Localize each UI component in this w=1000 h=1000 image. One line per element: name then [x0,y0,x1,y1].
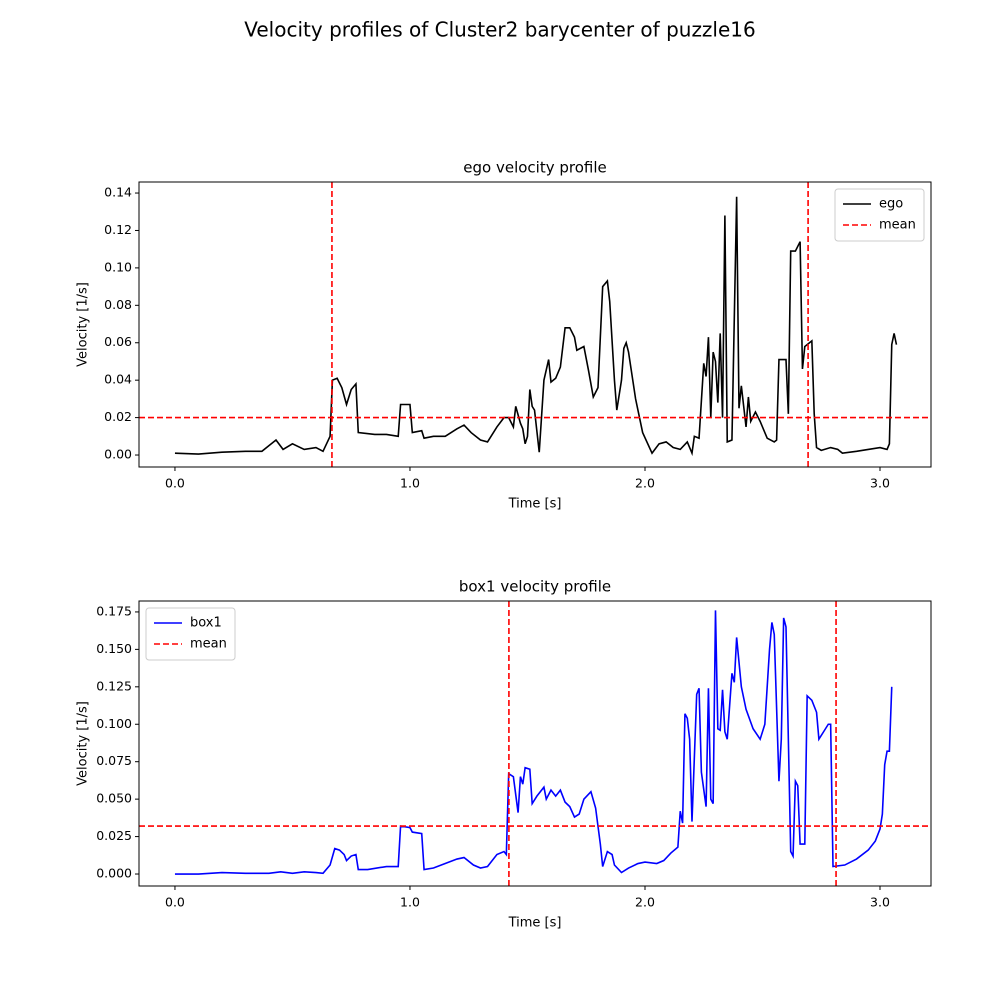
y-tick-label: 0.000 [96,866,132,881]
y-tick-label: 0.14 [104,185,132,200]
axes-title: box1 velocity profile [459,578,611,596]
x-tick-label: 0.0 [165,476,185,491]
legend-label: box1 [190,616,222,631]
x-tick-label: 1.0 [400,895,420,910]
x-tick-label: 2.0 [635,895,655,910]
y-axis-label: Velocity [1/s] [76,701,91,786]
legend-label: ego [879,197,903,212]
legend-label: mean [879,218,916,233]
x-tick-label: 3.0 [870,895,890,910]
y-axis-label: Velocity [1/s] [76,282,91,367]
y-tick-label: 0.125 [96,678,132,693]
y-tick-label: 0.00 [104,447,132,462]
legend-box [145,607,236,661]
data-line [174,196,898,457]
y-tick-label: 0.100 [96,716,132,731]
y-tick-label: 0.025 [96,828,132,843]
y-tick-label: 0.175 [96,603,132,618]
x-tick-label: 0.0 [165,895,185,910]
y-tick-label: 0.04 [104,372,132,387]
axes-title: ego velocity profile [463,159,606,177]
y-tick-label: 0.08 [104,297,132,312]
data-line [174,610,893,875]
legend-box [834,188,925,242]
x-axis-label: Time [s] [508,497,562,512]
y-tick-label: 0.150 [96,641,132,656]
y-tick-label: 0.06 [104,334,132,349]
y-tick-label: 0.050 [96,791,132,806]
y-tick-label: 0.075 [96,753,132,768]
x-tick-label: 3.0 [870,476,890,491]
axes-frame [138,600,932,887]
figure-title: Velocity profiles of Cluster2 barycenter… [244,18,756,42]
axes-frame [138,181,932,468]
x-tick-label: 2.0 [635,476,655,491]
y-tick-label: 0.02 [104,409,132,424]
x-tick-label: 1.0 [400,476,420,491]
legend-label: mean [190,637,227,652]
x-axis-label: Time [s] [508,916,562,931]
y-tick-label: 0.12 [104,222,132,237]
y-tick-label: 0.10 [104,259,132,274]
